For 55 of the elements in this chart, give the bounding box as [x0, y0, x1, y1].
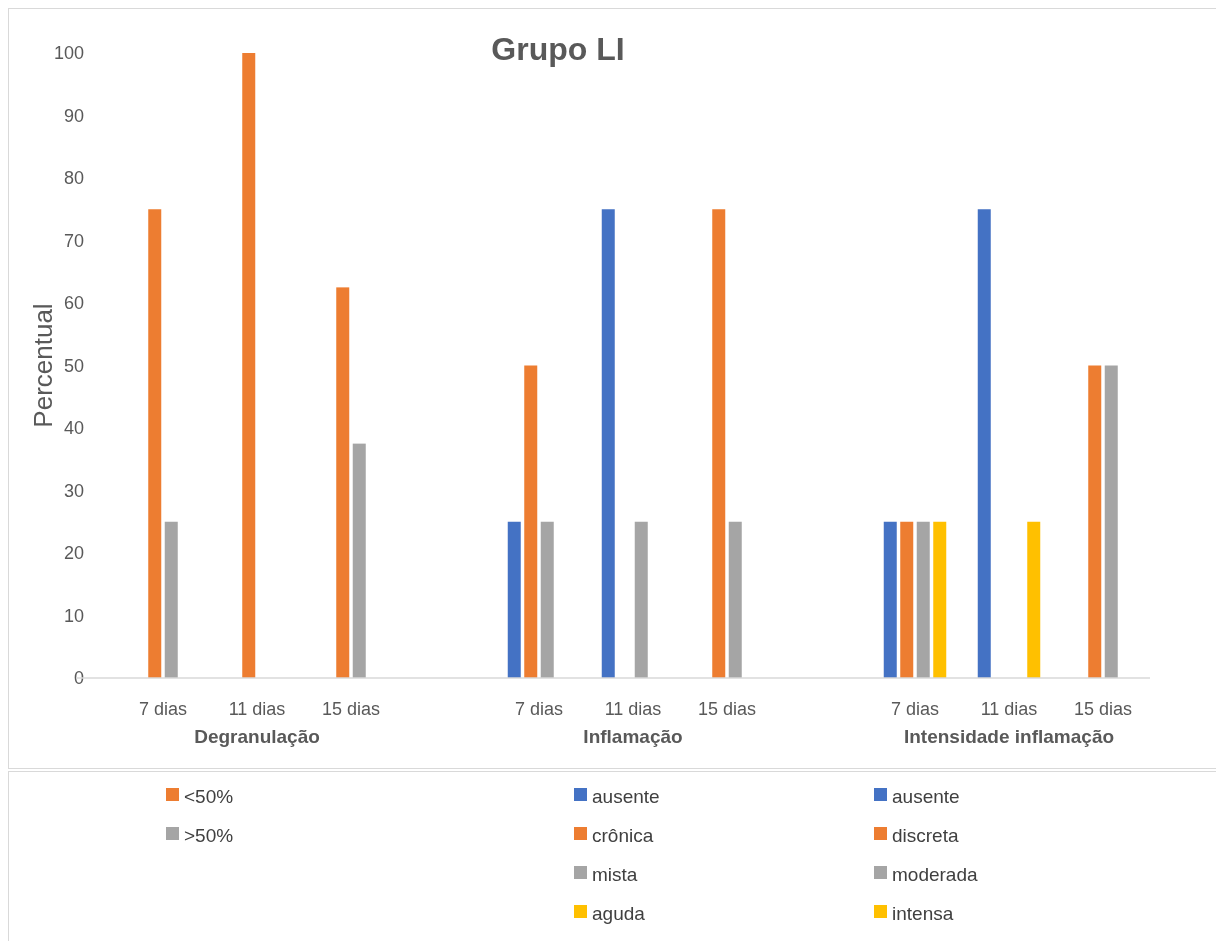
- y-tick-label: 30: [63, 480, 84, 501]
- bar: [1027, 521, 1041, 678]
- legend-label: ausente: [592, 785, 660, 807]
- x-tick-label: 7 dias: [890, 699, 940, 719]
- y-tick-label: 40: [63, 418, 84, 439]
- x-tick-label: 7 dias: [138, 699, 188, 719]
- bar: [336, 287, 350, 678]
- bar: [148, 209, 162, 678]
- legend-label: discreta: [892, 824, 959, 846]
- text: Degranulação: [194, 726, 320, 747]
- y-tick-label: 100: [53, 43, 84, 64]
- bar: [883, 521, 897, 678]
- y-tick-label: 20: [63, 543, 84, 564]
- y-tick-label: 90: [63, 105, 84, 126]
- y-tick-label: 50: [63, 355, 84, 376]
- legend-label: ausente: [892, 785, 960, 807]
- x-tick-label: 15 dias: [1073, 699, 1133, 719]
- legend-label: moderada: [892, 863, 978, 885]
- legend-label: crônica: [592, 824, 654, 846]
- y-tick-label: 80: [63, 168, 84, 189]
- bar: [933, 521, 947, 678]
- bar: [524, 365, 538, 678]
- bar: [728, 521, 742, 678]
- text: Intensidade inflamação: [903, 726, 1115, 747]
- legend-label: aguda: [592, 902, 646, 924]
- bar: [900, 521, 914, 678]
- chart-title: Grupo LI: [491, 31, 625, 67]
- bar: [540, 521, 554, 678]
- bar: [916, 521, 930, 678]
- y-tick-label: 70: [63, 230, 84, 251]
- y-tick-label: 0: [73, 668, 84, 689]
- x-tick-label: 11 dias: [228, 699, 286, 719]
- bar: [164, 521, 178, 678]
- x-tick-label: 15 dias: [321, 699, 381, 719]
- x-tick-label: 11 dias: [980, 699, 1038, 719]
- y-tick-label: 60: [63, 293, 84, 314]
- bar: [977, 209, 991, 678]
- y-tick-label: 10: [63, 605, 84, 626]
- x-tick-label: 7 dias: [514, 699, 564, 719]
- bar: [712, 209, 726, 678]
- bar: [352, 443, 366, 678]
- bar: [1088, 365, 1102, 678]
- bar: [634, 521, 648, 678]
- bar: [242, 53, 256, 678]
- legend-label: mista: [592, 863, 638, 885]
- legend-label: >50%: [184, 824, 234, 846]
- bar: [601, 209, 615, 678]
- y-axis-title: Percentual: [28, 303, 58, 428]
- bar: [1104, 365, 1118, 678]
- x-tick-label: 11 dias: [604, 699, 662, 719]
- x-tick-label: 15 dias: [697, 699, 757, 719]
- legend-label: <50%: [184, 785, 234, 807]
- bar: [507, 521, 521, 678]
- text: Inflamação: [583, 726, 683, 747]
- legend-label: intensa: [892, 902, 954, 924]
